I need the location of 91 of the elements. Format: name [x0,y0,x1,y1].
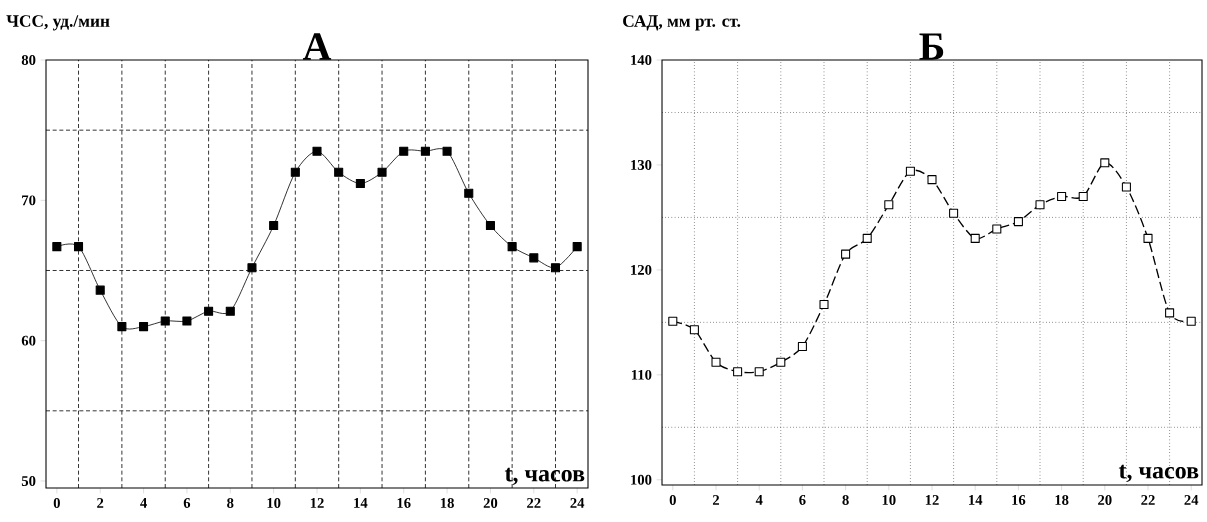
x-axis-title: t, часов [1118,464,1199,483]
chart-title: А [302,33,332,60]
x-tick-label: 0 [53,498,60,508]
x-tick-label: 12 [925,495,939,505]
point [117,322,127,332]
y-tick-label: 120 [631,264,652,275]
point [1057,191,1067,201]
x-tick-label: 0 [669,495,676,505]
y-axis-title: САД, мм рт. ст. [623,15,741,31]
point [247,263,257,273]
chart-title: Б [919,33,944,60]
point [905,166,915,176]
point [139,322,149,332]
x-tick-label: 14 [969,495,983,505]
y-axis-title: ЧСС, уд./мин [6,15,110,31]
point [949,208,959,218]
point [52,242,62,252]
y-tick-label: 130 [631,160,652,170]
x-tick-label: 10 [882,495,896,505]
y-tick-label: 50 [21,476,36,486]
y-tick-label: 140 [631,55,652,65]
x-tick-label: 6 [799,495,806,505]
x-tick-label: 24 [1184,495,1199,505]
point [160,316,170,326]
point [204,306,214,316]
y-tick-label: 80 [21,55,36,65]
point [668,316,678,326]
x-tick-label: 18 [1055,495,1069,505]
point [550,263,561,273]
point [992,224,1002,234]
x-tick-label: 18 [440,498,454,508]
point [1143,233,1153,243]
x-tick-label: 2 [712,495,720,505]
x-tick-label: 22 [527,498,541,508]
y-tick-label: 70 [22,195,36,206]
point [733,367,743,377]
point [1165,308,1175,318]
point [754,367,764,377]
point [927,175,937,185]
point [334,167,344,177]
point [776,357,786,367]
x-tick-label: 4 [755,495,763,505]
x-tick-label: 16 [397,498,411,508]
point [1078,191,1088,201]
point [507,242,517,252]
x-axis-title: t, часов [504,467,585,486]
y-tick-label: 110 [631,369,652,380]
x-tick-label: 22 [1141,495,1155,505]
point [970,233,980,243]
x-tick-label: 20 [483,498,498,508]
x-tick-label: 24 [570,498,585,508]
point [572,242,582,252]
x-tick-label: 8 [842,495,849,505]
point [95,285,105,295]
point [1035,200,1045,210]
point [884,200,894,210]
point [711,357,721,367]
y-tick-label: 100 [631,474,652,485]
point [420,146,430,156]
point [182,316,192,326]
x-tick-label: 14 [354,498,368,508]
y-tick-label: 60 [21,335,36,346]
x-tick-label: 4 [140,498,147,508]
point [1186,316,1196,326]
point [1121,182,1131,192]
point [1100,158,1110,168]
point [841,249,851,259]
point [269,221,279,231]
point [377,167,387,177]
x-tick-label: 10 [267,498,281,508]
point [355,178,365,189]
point [529,253,539,263]
point [819,299,829,310]
point [73,242,84,252]
x-tick-label: 20 [1098,495,1112,505]
x-tick-label: 8 [227,498,234,508]
x-tick-label: 2 [97,498,104,508]
point [464,188,474,198]
point [442,146,452,156]
point [689,325,699,335]
point [485,221,495,231]
point [225,306,235,316]
x-tick-label: 16 [1012,495,1026,505]
point [1013,217,1023,227]
point [399,146,409,156]
x-tick-label: 6 [183,498,191,508]
x-tick-label: 12 [310,498,324,508]
point [290,167,300,177]
point [797,341,807,352]
point [862,233,872,243]
point [312,146,322,156]
